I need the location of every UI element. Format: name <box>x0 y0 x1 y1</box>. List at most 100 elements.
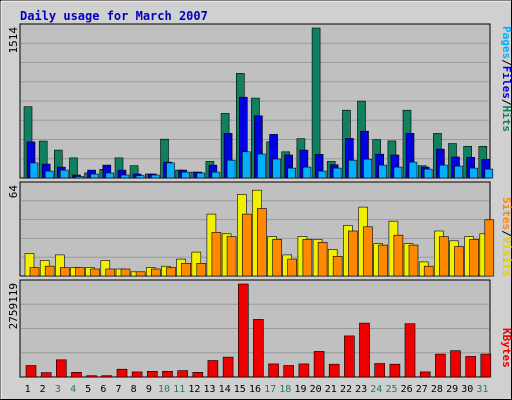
bar-sites-day-5 <box>90 268 100 277</box>
x-label-day-25: 25 <box>385 384 397 395</box>
x-label-day-29: 29 <box>446 384 458 395</box>
bar-kbytes-day-11 <box>177 370 188 378</box>
bar-kbytes-day-5 <box>86 375 97 378</box>
x-label-day-3: 3 <box>55 384 61 395</box>
bar-hits-day-23 <box>363 158 372 179</box>
bar-hits-day-8 <box>135 175 145 179</box>
x-label-day-20: 20 <box>310 384 322 395</box>
bar-sites-day-26 <box>408 244 419 277</box>
legend-visits: Visits <box>500 237 512 277</box>
bar-kbytes-day-24 <box>374 363 386 378</box>
bar-sites-day-18 <box>287 258 298 277</box>
bar-sites-day-16 <box>257 208 267 277</box>
bar-kbytes-day-16 <box>253 319 264 378</box>
legend-sep-1: / <box>500 59 512 66</box>
bar-sites-day-4 <box>75 267 85 277</box>
x-label-day-9: 9 <box>146 384 152 395</box>
bar-hits-day-2 <box>44 170 54 179</box>
bar-hits-day-13 <box>211 171 221 179</box>
x-label-day-22: 22 <box>340 384 352 395</box>
x-label-day-6: 6 <box>100 384 106 395</box>
bar-kbytes-day-25 <box>389 363 401 378</box>
x-label-day-30: 30 <box>461 384 473 395</box>
bar-hits-day-21 <box>332 167 342 179</box>
bar-kbytes-day-23 <box>359 322 370 378</box>
bar-hits-day-17 <box>272 158 281 179</box>
x-label-day-4: 4 <box>70 384 76 395</box>
bar-sites-day-13 <box>211 232 222 277</box>
bar-hits-day-27 <box>423 168 433 179</box>
legend-pages: Pages <box>500 26 512 59</box>
bar-sites-day-20 <box>317 242 328 277</box>
x-label-day-19: 19 <box>294 384 306 395</box>
x-label-day-23: 23 <box>355 384 367 395</box>
x-label-day-11: 11 <box>173 384 185 395</box>
bar-kbytes-day-18 <box>283 365 295 378</box>
bar-hits-day-28 <box>439 164 448 179</box>
bar-hits-day-12 <box>196 172 206 179</box>
bar-hits-day-10 <box>166 162 175 179</box>
bar-kbytes-day-30 <box>465 356 477 378</box>
bar-sites-day-23 <box>363 226 373 277</box>
bar-sites-day-29 <box>454 246 464 277</box>
bar-sites-day-28 <box>439 236 449 277</box>
x-label-day-24: 24 <box>370 384 382 395</box>
x-axis-labels: 1 2 3 4 5 6 7 8 9 10 11 12 13 14 15 16 17 18 19 20 21 22 23 24 2… <box>25 384 489 395</box>
bar-kbytes-day-3 <box>55 359 67 378</box>
bar-sites-day-7 <box>120 268 131 277</box>
bar-kbytes-day-1 <box>25 365 37 378</box>
legend-kbytes: KBytes <box>500 328 512 368</box>
bar-sites-day-31 <box>484 219 495 277</box>
legend-sep-2: / <box>500 99 512 106</box>
x-label-day-12: 12 <box>188 384 200 395</box>
bar-kbytes-day-22 <box>344 335 355 378</box>
legend-hits: Hits <box>500 106 512 133</box>
bar-visits-day-6 <box>100 260 111 277</box>
bar-sites-day-21 <box>332 255 343 277</box>
bar-hits-day-20 <box>317 170 327 179</box>
x-label-day-27: 27 <box>416 384 428 395</box>
bar-hits-day-7 <box>120 174 130 179</box>
bar-sites-day-9 <box>151 268 161 277</box>
bar-hits-day-11 <box>181 171 190 179</box>
legend-files: Files <box>500 66 512 99</box>
bar-hits-day-22 <box>348 159 357 179</box>
bar-sites-day-6 <box>105 268 116 277</box>
x-label-day-10: 10 <box>158 384 170 395</box>
bar-kbytes-day-10 <box>162 370 173 378</box>
bar-hits-day-25 <box>393 166 403 179</box>
bar-sites-day-30 <box>469 239 480 277</box>
bar-sites-day-17 <box>272 239 282 277</box>
bar-hits-day-31 <box>484 168 494 179</box>
x-label-day-1: 1 <box>25 384 31 395</box>
bar-kbytes-day-17 <box>268 363 279 378</box>
bar-kbytes-day-29 <box>450 350 461 378</box>
bar-kbytes-day-13 <box>207 360 219 378</box>
bar-sites-day-3 <box>59 267 70 277</box>
bottom-ytick-max: 2759119 <box>7 283 20 329</box>
legend-sep-3: / <box>500 230 512 237</box>
bar-hits-day-1 <box>29 162 39 179</box>
bar-hits-day-5 <box>90 173 99 179</box>
bar-sites-day-11 <box>181 262 191 277</box>
x-label-day-18: 18 <box>279 384 291 395</box>
x-label-day-14: 14 <box>219 384 231 395</box>
bar-marks <box>23 27 495 378</box>
bar-kbytes-day-4 <box>71 371 82 378</box>
bar-sites-day-22 <box>348 230 358 277</box>
legend-top: Pages/Files/Hits <box>500 26 512 132</box>
bar-kbytes-day-27 <box>419 371 431 378</box>
bar-kbytes-day-8 <box>131 371 143 378</box>
bar-sites-day-1 <box>29 267 40 277</box>
x-label-day-7: 7 <box>115 384 121 395</box>
bar-sites-day-2 <box>44 265 55 277</box>
chart-title: Daily usage for March 2007 <box>20 9 208 23</box>
bar-visits-day-3 <box>54 254 65 277</box>
bar-hits-day-19 <box>302 166 312 179</box>
bar-kbytes-day-19 <box>298 363 310 378</box>
bar-kbytes-day-21 <box>328 363 340 378</box>
x-label-day-8: 8 <box>131 384 137 395</box>
bar-hits-day-3 <box>59 169 69 179</box>
x-label-day-21: 21 <box>325 384 337 395</box>
bar-kbytes-day-20 <box>313 351 325 378</box>
